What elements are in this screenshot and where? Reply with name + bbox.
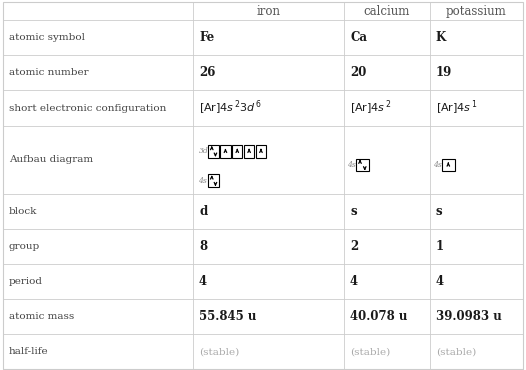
Text: 26: 26	[199, 67, 215, 80]
Bar	[208, 145, 219, 158]
Text: 19: 19	[436, 67, 452, 80]
Text: block: block	[9, 207, 37, 216]
Text: Aufbau diagram: Aufbau diagram	[9, 155, 93, 164]
Text: 3d: 3d	[198, 147, 208, 155]
Text: $[\mathrm{Ar}]4s^{\,2}3d^{\,6}$: $[\mathrm{Ar}]4s^{\,2}3d^{\,6}$	[199, 99, 262, 117]
Bar	[208, 174, 219, 187]
Text: half-life: half-life	[9, 347, 48, 356]
Text: 8: 8	[199, 240, 207, 253]
Bar	[256, 145, 266, 158]
Text: 4s: 4s	[198, 177, 207, 185]
Text: group: group	[9, 242, 40, 251]
Text: atomic symbol: atomic symbol	[9, 33, 85, 42]
Text: (stable): (stable)	[436, 347, 476, 356]
Text: short electronic configuration: short electronic configuration	[9, 104, 166, 112]
Bar	[232, 145, 242, 158]
Text: K: K	[436, 31, 446, 44]
Text: $[\mathrm{Ar}]4s^{\,1}$: $[\mathrm{Ar}]4s^{\,1}$	[436, 99, 478, 117]
Text: 20: 20	[350, 67, 367, 80]
Text: 2: 2	[350, 240, 358, 253]
Text: 4: 4	[199, 275, 207, 288]
Text: atomic mass: atomic mass	[9, 312, 74, 321]
Text: (stable): (stable)	[350, 347, 390, 356]
Text: potassium: potassium	[446, 4, 507, 18]
Text: s: s	[436, 205, 442, 218]
Text: iron: iron	[256, 4, 280, 18]
Text: Ca: Ca	[350, 31, 367, 44]
Bar	[356, 159, 369, 171]
Bar	[244, 145, 254, 158]
Text: calcium: calcium	[363, 4, 410, 18]
Text: (stable): (stable)	[199, 347, 239, 356]
Text: 4s: 4s	[433, 161, 441, 169]
Text: atomic number: atomic number	[9, 68, 88, 77]
Text: $[\mathrm{Ar}]4s^{\,2}$: $[\mathrm{Ar}]4s^{\,2}$	[350, 99, 392, 117]
Text: 55.845 u: 55.845 u	[199, 310, 256, 323]
Text: s: s	[350, 205, 357, 218]
Text: 1: 1	[436, 240, 444, 253]
Text: 40.078 u: 40.078 u	[350, 310, 408, 323]
Text: 4s: 4s	[347, 161, 356, 169]
Text: 4: 4	[350, 275, 358, 288]
Text: d: d	[199, 205, 207, 218]
Text: 39.0983 u: 39.0983 u	[436, 310, 502, 323]
Bar	[442, 159, 455, 171]
Text: 4: 4	[436, 275, 444, 288]
Bar	[220, 145, 230, 158]
Text: period: period	[9, 277, 43, 286]
Text: Fe: Fe	[199, 31, 214, 44]
